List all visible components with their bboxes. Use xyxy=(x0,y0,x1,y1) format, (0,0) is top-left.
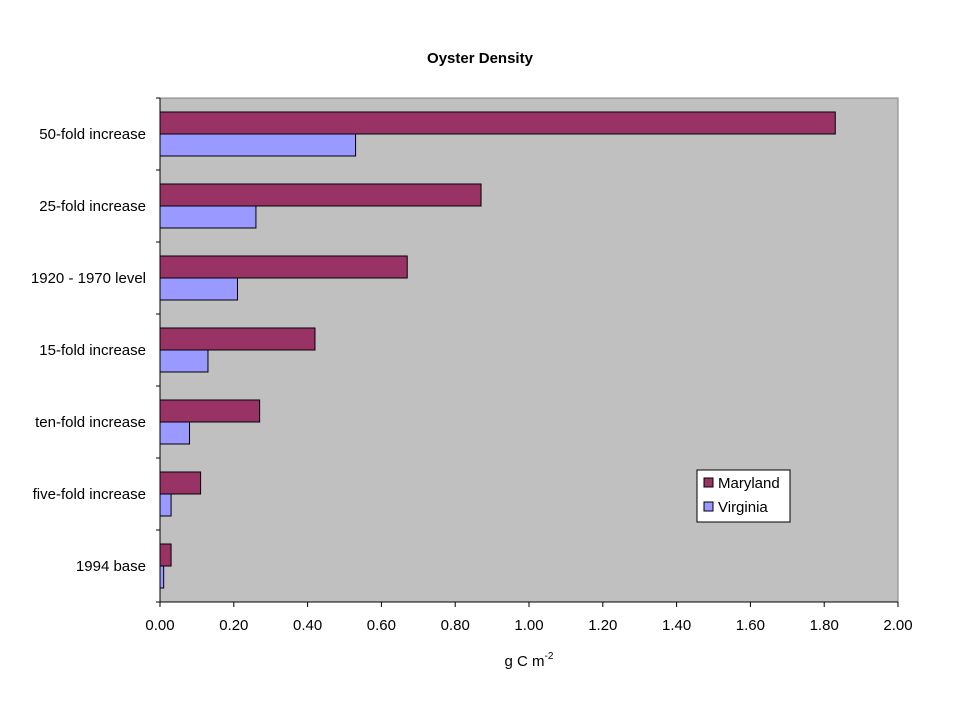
chart-title: Oyster Density xyxy=(427,50,534,67)
bar-virginia-6 xyxy=(159,565,165,589)
legend-swatch-virginia xyxy=(703,501,714,512)
legend-swatch-maryland xyxy=(703,477,714,488)
legend-label-maryland: Maryland xyxy=(718,475,780,492)
y-tick-label: 1920 - 1970 level xyxy=(31,270,146,287)
bar-maryland-0 xyxy=(159,111,836,135)
bar-maryland-5 xyxy=(159,471,202,495)
bar-maryland-3 xyxy=(159,327,316,351)
x-tick-label: 0.40 xyxy=(293,617,322,634)
x-tick-labels: 0.00 0.20 0.40 0.60 0.80 1.00 1.20 1.40 1.60 1.80… xyxy=(145,617,912,634)
x-tick-label: 1.00 xyxy=(514,617,543,634)
x-axis-label-main: g C m xyxy=(505,653,545,670)
bar-maryland-6 xyxy=(159,543,172,567)
bar-maryland-4 xyxy=(159,399,261,423)
x-tick-label: 1.80 xyxy=(810,617,839,634)
bar-virginia-1 xyxy=(159,205,257,229)
x-tick-label: 1.20 xyxy=(588,617,617,634)
bars-group xyxy=(159,111,836,589)
x-tick-label: 1.40 xyxy=(662,617,691,634)
bar-virginia-5 xyxy=(159,493,172,517)
y-tick-label: 25-fold increase xyxy=(39,198,146,215)
bar-virginia-0 xyxy=(159,133,357,157)
x-tick-label: 0.60 xyxy=(367,617,396,634)
x-axis-label: g C m-2 xyxy=(505,651,554,670)
y-tick-label: 50-fold increase xyxy=(39,126,146,143)
y-tick-label: ten-fold increase xyxy=(35,414,146,431)
y-tick-labels: 50-fold increase 25-fold increase 1920 - 1… xyxy=(31,126,146,575)
bar-virginia-2 xyxy=(159,277,238,301)
x-tick-label: 0.20 xyxy=(219,617,248,634)
y-tick-label: five-fold increase xyxy=(33,486,146,503)
bar-virginia-4 xyxy=(159,421,191,445)
x-tick-label: 1.60 xyxy=(736,617,765,634)
x-tick-label: 0.00 xyxy=(145,617,174,634)
legend-label-virginia: Virginia xyxy=(718,499,768,516)
x-axis-label-superscript: -2 xyxy=(545,651,554,662)
y-tick-label: 15-fold increase xyxy=(39,342,146,359)
y-tick-label: 1994 base xyxy=(76,558,146,575)
legend: Maryland Virginia xyxy=(696,469,791,523)
bar-virginia-3 xyxy=(159,349,209,373)
bar-maryland-1 xyxy=(159,183,482,207)
axes-group xyxy=(156,97,899,607)
x-tick-label: 0.80 xyxy=(441,617,470,634)
x-tick-label: 2.00 xyxy=(883,617,912,634)
bar-maryland-2 xyxy=(159,255,408,279)
